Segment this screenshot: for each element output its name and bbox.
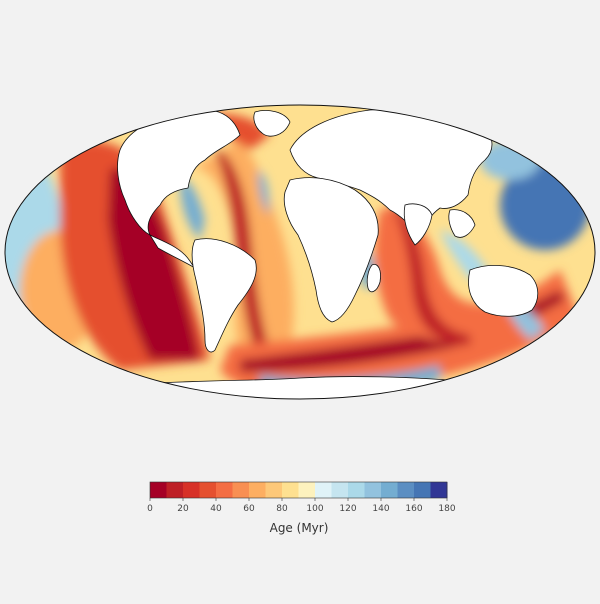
antarctica <box>19 376 591 399</box>
southeast-asia <box>448 209 476 238</box>
south-america <box>191 238 257 353</box>
central-america <box>148 234 196 269</box>
india <box>403 203 433 246</box>
madagascar <box>366 263 381 293</box>
southern-ridge <box>240 290 565 372</box>
australia <box>468 265 539 317</box>
east-pacific-rise <box>108 168 200 360</box>
africa <box>283 177 379 323</box>
atlantic-old-west <box>180 179 205 240</box>
greenland <box>253 110 291 137</box>
atlantic-old-east <box>258 170 269 215</box>
globe-outline <box>4 104 596 400</box>
